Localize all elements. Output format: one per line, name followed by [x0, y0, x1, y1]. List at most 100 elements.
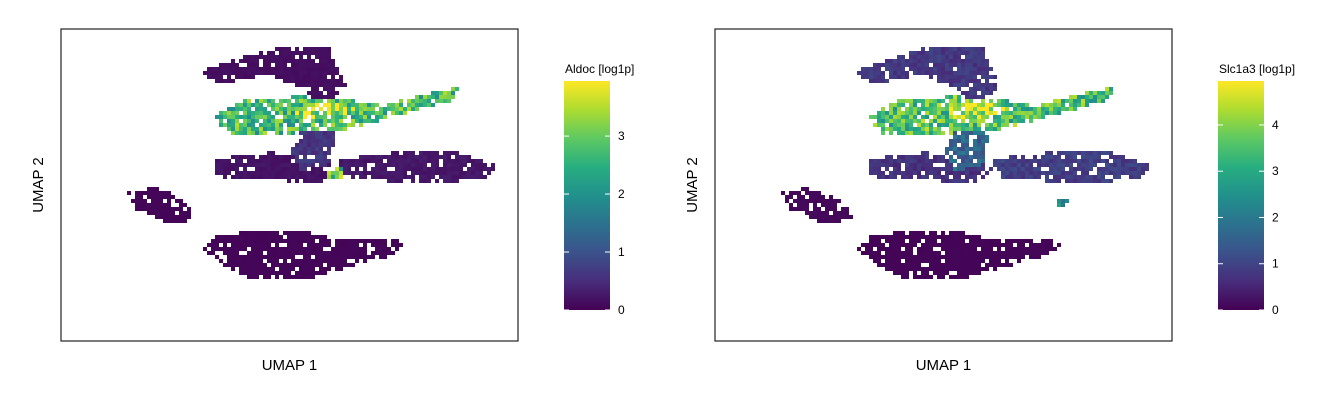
hexbin-cell: [451, 163, 455, 167]
hexbin-cell: [455, 175, 459, 179]
hexbin-cell: [367, 107, 371, 111]
hexbin-cell: [339, 247, 343, 251]
hexbin-cell: [905, 175, 909, 179]
hexbin-cell: [957, 79, 961, 83]
hexbin-cell: [179, 207, 183, 211]
hexbin-cell: [423, 167, 427, 171]
hexbin-cell: [1061, 203, 1065, 207]
hexbin-cell: [259, 239, 263, 243]
hexbin-cell: [897, 255, 901, 259]
hexbin-cell: [997, 127, 1001, 131]
hexbin-cell: [1001, 243, 1005, 247]
hexbin-cell: [327, 63, 331, 67]
hexbin-cell: [893, 115, 897, 119]
hexbin-cell: [877, 235, 881, 239]
hexbin-cell: [271, 123, 275, 127]
hexbin-cell: [427, 159, 431, 163]
hexbin-cell: [359, 175, 363, 179]
hexbin-cell: [255, 263, 259, 267]
hexbin-cell: [893, 167, 897, 171]
hexbin-cell: [913, 259, 917, 263]
hexbin-cell: [1065, 179, 1069, 183]
hexbin-cell: [287, 159, 291, 163]
hexbin-cell: [315, 179, 319, 183]
hexbin-cell: [347, 163, 351, 167]
hexbin-cell: [901, 75, 905, 79]
hexbin-cell: [275, 67, 279, 71]
hexbin-cell: [1045, 247, 1049, 251]
hexbin-cell: [311, 63, 315, 67]
hexbin-cell: [953, 99, 957, 103]
hexbin-cell: [961, 251, 965, 255]
hexbin-cell: [965, 83, 969, 87]
hexbin-cell: [901, 67, 905, 71]
hexbin-cell: [439, 155, 443, 159]
hexbin-cell: [977, 243, 981, 247]
hexbin-cell: [1081, 167, 1085, 171]
hexbin-cell: [985, 59, 989, 63]
hexbin-cell: [239, 71, 243, 75]
hexbin-cell: [965, 99, 969, 103]
hexbin-cell: [929, 171, 933, 175]
hexbin-cell: [319, 71, 323, 75]
hexbin-cell: [937, 111, 941, 115]
hexbin-cell: [877, 67, 881, 71]
hexbin-cell: [833, 203, 837, 207]
hexbin-cell: [961, 235, 965, 239]
hexbin-cell: [299, 231, 303, 235]
hexbin-cell: [251, 163, 255, 167]
hexbin-cell: [877, 63, 881, 67]
hexbin-cell: [239, 127, 243, 131]
hexbin-cell: [239, 59, 243, 63]
hexbin-cell: [969, 115, 973, 119]
hexbin-cell: [311, 71, 315, 75]
hexbin-cell: [315, 235, 319, 239]
hexbin-cell: [941, 131, 945, 135]
hexbin-cell: [1021, 155, 1025, 159]
hexbin-cell: [319, 155, 323, 159]
hexbin-cell: [949, 267, 953, 271]
hexbin-cell: [319, 147, 323, 151]
hexbin-cell: [1013, 119, 1017, 123]
hexbin-cell: [989, 75, 993, 79]
hexbin-cell: [219, 235, 223, 239]
hexbin-cell: [957, 271, 961, 275]
hexbin-cell: [283, 115, 287, 119]
hexbin-cell: [801, 203, 805, 207]
hexbin-cell: [969, 271, 973, 275]
hexbin-cell: [307, 139, 311, 143]
hexbin-cell: [223, 163, 227, 167]
hexbin-cell: [315, 263, 319, 267]
hexbin-cell: [1093, 151, 1097, 155]
hexbin-cell: [243, 167, 247, 171]
hexbin-cell: [953, 59, 957, 63]
hexbin-cell: [937, 175, 941, 179]
hexbin-cell: [327, 151, 331, 155]
hexbin-cell: [1145, 167, 1149, 171]
hexbin-cell: [271, 155, 275, 159]
hexbin-cell: [299, 163, 303, 167]
hexbin-cell: [901, 263, 905, 267]
hexbin-cell: [231, 167, 235, 171]
hexbin-cell: [985, 75, 989, 79]
hexbin-cell: [451, 151, 455, 155]
hexbin-cell: [271, 119, 275, 123]
hexbin-cell: [949, 159, 953, 163]
hexbin-cell: [319, 79, 323, 83]
hexbin-cell: [929, 123, 933, 127]
hexbin-cell: [463, 155, 467, 159]
hexbin-cell: [1005, 103, 1009, 107]
hexbin-cell: [255, 267, 259, 271]
hexbin-cell: [327, 267, 331, 271]
hexbin-cell: [263, 175, 267, 179]
hexbin-cell: [997, 119, 1001, 123]
hexbin-cell: [901, 111, 905, 115]
hexbin-cell: [961, 167, 965, 171]
hexbin-cell: [961, 83, 965, 87]
hexbin-cell: [319, 131, 323, 135]
hexbin-cell: [155, 215, 159, 219]
hexbin-cell: [399, 179, 403, 183]
hexbin-cell: [881, 111, 885, 115]
hexbin-cell: [379, 159, 383, 163]
hexbin-cell: [263, 171, 267, 175]
